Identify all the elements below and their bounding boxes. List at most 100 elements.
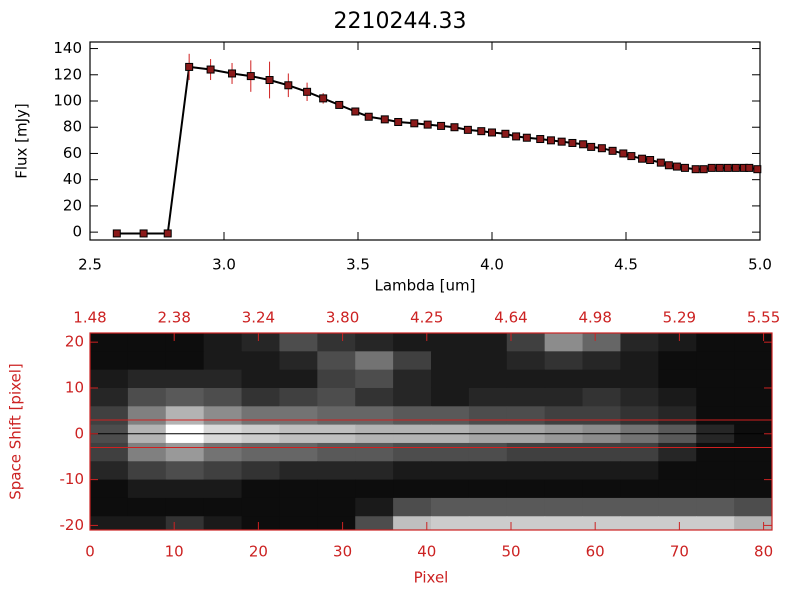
image-cell xyxy=(393,406,432,426)
image-cell xyxy=(544,479,584,499)
x-tick-label: 50 xyxy=(501,543,520,561)
image-cell xyxy=(241,497,280,517)
image-cell xyxy=(241,369,280,389)
x-tick-label: 80 xyxy=(754,543,773,561)
marker xyxy=(112,229,121,238)
image-cell xyxy=(165,442,205,462)
marker xyxy=(477,127,486,136)
image-cell xyxy=(696,461,735,481)
image-cell xyxy=(620,351,659,371)
image-cell xyxy=(696,497,735,517)
image-cell xyxy=(241,516,280,531)
x-tick-label: 3.0 xyxy=(212,256,236,274)
image-cell xyxy=(620,516,659,531)
image-cell xyxy=(658,406,697,426)
image-cell xyxy=(203,479,243,499)
y-tick-label: -20 xyxy=(60,516,85,534)
image-cell xyxy=(658,479,697,499)
marker xyxy=(680,163,689,172)
image-cell xyxy=(620,406,659,426)
marker xyxy=(656,158,665,167)
image-cell xyxy=(90,387,129,407)
image-cell xyxy=(620,461,659,481)
marker xyxy=(335,100,344,109)
marker xyxy=(627,152,636,161)
image-cell xyxy=(165,351,205,371)
image-cell xyxy=(468,387,508,407)
image-cell xyxy=(203,461,243,481)
image-cell xyxy=(734,333,773,352)
image-cell xyxy=(734,461,773,481)
image-cell xyxy=(165,516,205,531)
image-cell xyxy=(317,369,356,389)
image-cell xyxy=(696,369,735,389)
image-cell xyxy=(279,479,318,499)
marker xyxy=(672,162,681,171)
image-cell xyxy=(734,442,773,462)
image-cell xyxy=(241,479,280,499)
image-cell xyxy=(165,406,205,426)
image-cell xyxy=(393,497,432,517)
image-cell xyxy=(734,497,773,517)
image-cell xyxy=(279,369,318,389)
image-cell xyxy=(658,442,697,462)
marker xyxy=(139,229,148,238)
marker xyxy=(351,107,360,116)
image-cell xyxy=(544,516,584,531)
image-cell xyxy=(544,406,584,426)
image-cell xyxy=(279,387,318,407)
image-cell xyxy=(165,387,205,407)
x-tick-label: 5.0 xyxy=(748,256,772,274)
image-cell xyxy=(506,442,546,462)
y-tick-label: 20 xyxy=(63,196,82,214)
y-tick-label: 140 xyxy=(53,39,82,57)
image-cell xyxy=(90,479,129,499)
image-cell xyxy=(620,387,659,407)
marker xyxy=(619,149,628,158)
image-cell xyxy=(696,479,735,499)
image-cell xyxy=(317,497,356,517)
image-cell xyxy=(203,369,243,389)
image-cell xyxy=(582,351,621,371)
image-cell xyxy=(620,369,659,389)
plot-frame xyxy=(89,332,773,531)
y-tick-label: 0 xyxy=(72,223,82,241)
x-axis-label: Lambda [um] xyxy=(375,277,476,295)
image-cell xyxy=(658,351,697,371)
x-tick-label: 4.0 xyxy=(480,256,504,274)
marker xyxy=(731,163,740,172)
image-cell xyxy=(468,516,508,531)
image-cell xyxy=(620,333,659,352)
image-cell xyxy=(431,351,470,371)
image-cell xyxy=(165,369,205,389)
image-cell xyxy=(355,461,394,481)
image-cell xyxy=(241,406,280,426)
image-cell xyxy=(279,406,318,426)
image-cell xyxy=(241,461,280,481)
marker xyxy=(715,163,724,172)
image-cell xyxy=(506,333,546,352)
y-tick-label: 0 xyxy=(74,424,84,442)
image-cell xyxy=(279,516,318,531)
image-cell xyxy=(355,479,394,499)
marker xyxy=(246,72,255,81)
marker xyxy=(410,119,419,128)
image-cell xyxy=(90,516,129,531)
image-cell xyxy=(355,497,394,517)
marker xyxy=(753,165,762,174)
image-cell xyxy=(468,497,508,517)
image-cell xyxy=(734,387,773,407)
marker xyxy=(450,123,459,132)
image-cell xyxy=(317,516,356,531)
image-cell xyxy=(468,351,508,371)
image-cell xyxy=(241,442,280,462)
marker xyxy=(579,140,588,149)
image-cell xyxy=(165,479,205,499)
image-cell xyxy=(203,497,243,517)
image-cell xyxy=(393,369,432,389)
image-cell xyxy=(431,406,470,426)
y-tick-label: -10 xyxy=(60,470,85,488)
image-cell xyxy=(468,461,508,481)
marker xyxy=(206,65,215,74)
image-cell xyxy=(431,461,470,481)
